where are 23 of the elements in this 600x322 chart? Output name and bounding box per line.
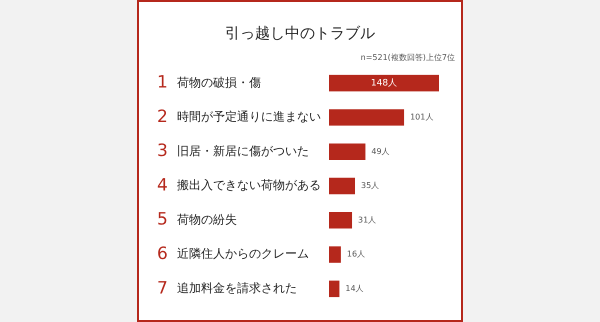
y-tick-label: 7 追加料金を請求された bbox=[157, 278, 297, 298]
data-label: 35人 bbox=[361, 181, 380, 190]
data-label: 14人 bbox=[345, 284, 364, 293]
bar bbox=[329, 280, 340, 298]
y-tick-label: 4 搬出入できない荷物がある bbox=[157, 175, 321, 196]
y-tick-label: 1 荷物の破損・傷 bbox=[157, 72, 261, 93]
data-label: 101人 bbox=[410, 112, 434, 122]
bar bbox=[329, 74, 439, 92]
y-tick-label: 3 旧居・新居に傷がついた bbox=[157, 141, 309, 162]
bar bbox=[329, 143, 366, 160]
bar bbox=[329, 212, 352, 229]
data-label: 16人 bbox=[346, 250, 366, 259]
data-label: 31人 bbox=[358, 215, 376, 224]
chart-title: 引っ越し中のトラブル bbox=[224, 24, 376, 43]
bar bbox=[329, 246, 341, 263]
y-tick-label: 5 荷物の紛失 bbox=[157, 210, 237, 230]
chart-subtitle: n=521(複数回答)上位7位 bbox=[360, 52, 455, 63]
bar bbox=[329, 109, 404, 126]
data-label: 49人 bbox=[371, 146, 390, 156]
data-label: 148人 bbox=[370, 77, 398, 88]
bar bbox=[329, 178, 356, 194]
y-tick-label: 6 近隣住人からのクレーム bbox=[157, 244, 309, 264]
y-tick-label: 2 時間が予定通りに進まない bbox=[157, 106, 321, 127]
